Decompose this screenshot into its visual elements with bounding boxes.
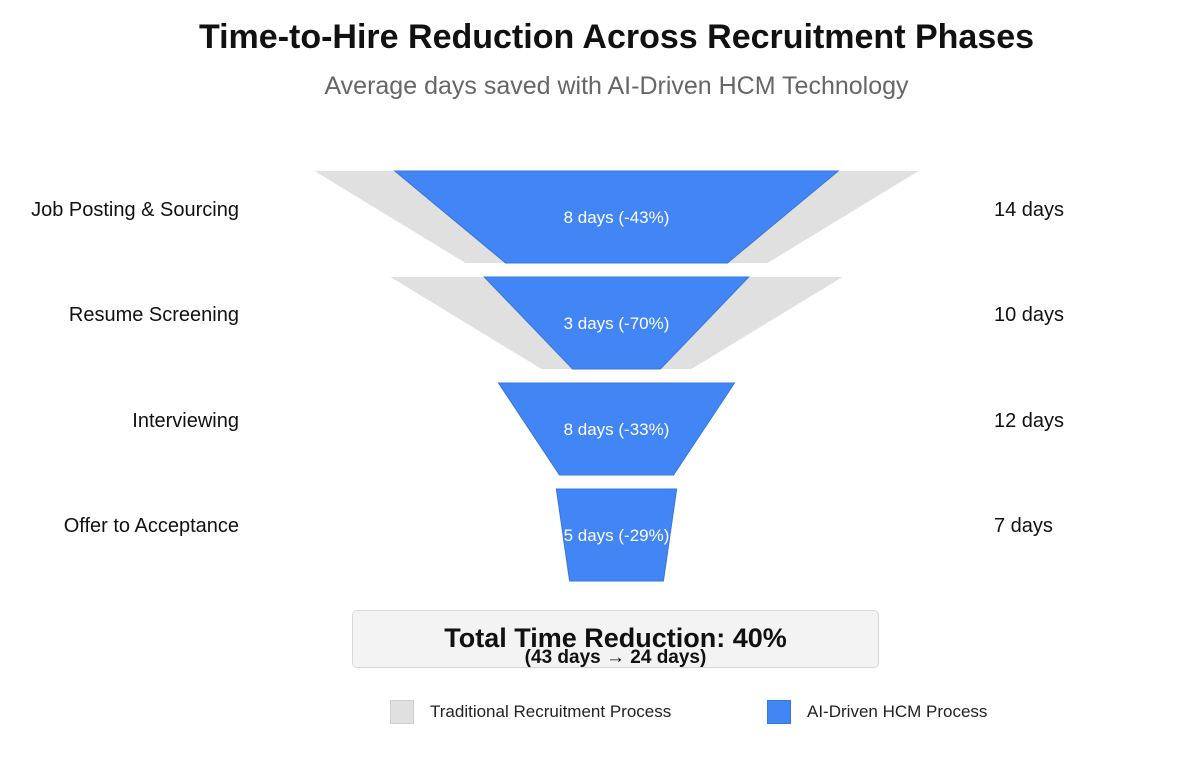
- legend-label: Traditional Recruitment Process: [430, 702, 672, 721]
- legend-item-traditional: Traditional Recruitment Process: [390, 700, 671, 724]
- phase-label: Offer to Acceptance: [63, 515, 239, 537]
- phase-label: Interviewing: [132, 410, 239, 432]
- phase-label: Job Posting & Sourcing: [31, 199, 239, 221]
- total-reduction-detail: (43 days → 24 days): [524, 647, 707, 668]
- ai-days-label: 5 days (-29%): [564, 526, 670, 545]
- ai-segment: [497, 382, 736, 476]
- traditional-days-label: 7 days: [994, 515, 1053, 537]
- traditional-days-label: 14 days: [994, 199, 1065, 221]
- ai-segment: [483, 276, 750, 370]
- ai-segment: [393, 170, 840, 264]
- total-reduction-title: Total Time Reduction: 40%: [444, 623, 787, 653]
- legend-swatch-ai: [767, 700, 791, 724]
- phase-label: Resume Screening: [68, 304, 239, 326]
- traditional-days-label: 10 days: [994, 304, 1065, 326]
- traditional-days-label: 12 days: [994, 410, 1065, 432]
- chart-title: Time-to-Hire Reduction Across Recruitmen…: [198, 18, 1035, 56]
- ai-days-label: 3 days (-70%): [564, 314, 670, 333]
- legend-label: AI-Driven HCM Process: [807, 702, 988, 721]
- ai-segment: [555, 488, 678, 582]
- ai-days-label: 8 days (-33%): [564, 420, 670, 439]
- chart-subtitle: Average days saved with AI-Driven HCM Te…: [324, 72, 909, 100]
- total-reduction-box: Total Time Reduction: 40% (43 days → 24 …: [352, 610, 879, 668]
- ai-days-label: 8 days (-43%): [564, 208, 670, 227]
- legend-swatch-traditional: [390, 700, 414, 724]
- legend-item-ai: AI-Driven HCM Process: [767, 700, 987, 724]
